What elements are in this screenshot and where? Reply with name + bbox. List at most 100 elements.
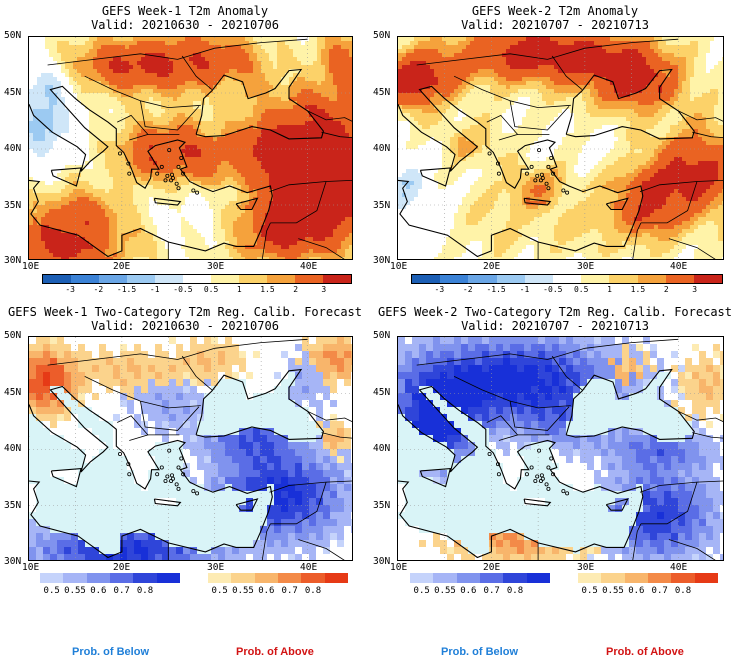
colorbar-swatch (239, 275, 267, 283)
country-border (117, 415, 149, 441)
colorbar-swatch (208, 573, 232, 583)
prob-below-label: Prob. of Below (441, 646, 518, 658)
panel-valid-dates: Valid: 20210630 - 20210706 (91, 319, 279, 333)
coastline (29, 85, 273, 258)
colorbar-swatch (581, 275, 610, 283)
coastline (419, 167, 452, 187)
lat-tick: 35N (373, 500, 391, 511)
anomaly-colorbar (42, 274, 352, 284)
coastline (153, 197, 182, 206)
island (529, 465, 534, 470)
lat-tick: 30N (373, 255, 391, 266)
country-border (181, 55, 213, 90)
island (179, 155, 184, 160)
colorbar-tick-label: 1.5 (260, 285, 275, 294)
coastline (605, 498, 629, 511)
probability-map-week1 (28, 336, 353, 561)
island (181, 472, 186, 477)
below-colorbar (40, 573, 180, 583)
lon-tick: 30E (577, 562, 595, 573)
island (544, 181, 549, 186)
lon-tick: 20E (483, 562, 501, 573)
colorbar-swatch (301, 573, 325, 583)
country-border (416, 38, 679, 66)
coastline (398, 85, 644, 258)
island (496, 472, 501, 477)
island (174, 482, 179, 487)
lat-tick: 30N (4, 255, 22, 266)
island (191, 489, 196, 494)
country-border (307, 110, 352, 122)
island (561, 188, 566, 193)
lon-tick: 10E (22, 261, 40, 272)
coastline (235, 197, 259, 211)
lat-tick: 50N (4, 330, 22, 341)
colorbar-swatch (637, 275, 666, 283)
island (176, 164, 181, 169)
colorbar-swatch (665, 275, 694, 283)
island (546, 486, 551, 491)
coastline (195, 368, 325, 440)
country-border (269, 180, 352, 192)
colorbar-swatch (496, 275, 525, 283)
lon-tick: 20E (113, 562, 131, 573)
coastline (235, 498, 259, 511)
colorbar-swatch (671, 573, 695, 583)
above-colorbar (208, 573, 348, 583)
lat-tick: 35N (373, 200, 391, 211)
colorbar-swatch (479, 573, 504, 583)
lat-tick: 40N (373, 443, 391, 454)
island (549, 155, 554, 160)
coastline (50, 467, 82, 488)
island (181, 171, 186, 176)
country-border (668, 539, 716, 560)
island (487, 151, 492, 156)
island (529, 164, 534, 169)
island (546, 465, 551, 470)
island (159, 465, 164, 470)
panel-title: GEFS Week-2 Two-Category T2m Reg. Calib.… (377, 305, 732, 319)
colorbar-swatch (86, 573, 110, 583)
colorbar-swatch (71, 275, 99, 283)
colorbar-swatch (63, 573, 87, 583)
island (170, 476, 175, 481)
anomaly-colorbar (411, 274, 723, 284)
colorbar-tick-label: 1 (236, 285, 242, 294)
country-border (692, 432, 723, 439)
colorbar-tick-label: 0.6 (628, 586, 645, 596)
island (191, 188, 196, 193)
island (163, 178, 168, 183)
colorbar-tick-label: 0.7 (113, 586, 130, 596)
island (535, 173, 540, 178)
country-border (486, 415, 519, 441)
colorbar-tick-label: 0.5 (581, 586, 598, 596)
country-border (181, 355, 213, 391)
country-border (692, 131, 723, 139)
colorbar-tick-label: 0.5 (413, 586, 430, 596)
country-border (261, 523, 271, 560)
country-border (140, 400, 201, 409)
island (533, 178, 538, 183)
colorbar-swatch (254, 573, 278, 583)
colorbar-swatch (624, 573, 648, 583)
country-border (261, 222, 271, 259)
colorbar-tick-label: -1 (519, 285, 530, 294)
colorbar-swatch (524, 275, 553, 283)
colorbar-swatch (412, 275, 441, 283)
colorbar-swatch (601, 573, 625, 583)
island (163, 478, 168, 483)
country-border (551, 55, 583, 90)
country-border (486, 114, 519, 141)
anomaly-map-week2 (397, 36, 724, 260)
island (495, 161, 500, 166)
lon-tick: 40E (300, 261, 318, 272)
panel-title: GEFS Week-1 Two-Category T2m Reg. Calib.… (7, 305, 362, 319)
lon-tick: 30E (577, 261, 595, 272)
island (126, 462, 131, 467)
colorbar-swatch (526, 573, 550, 583)
colorbar-tick-label: 0.7 (651, 586, 668, 596)
island (549, 456, 554, 461)
island (195, 190, 200, 195)
panel-title: GEFS Week-2 T2m Anomaly (471, 4, 639, 18)
colorbar-swatch (456, 573, 480, 583)
